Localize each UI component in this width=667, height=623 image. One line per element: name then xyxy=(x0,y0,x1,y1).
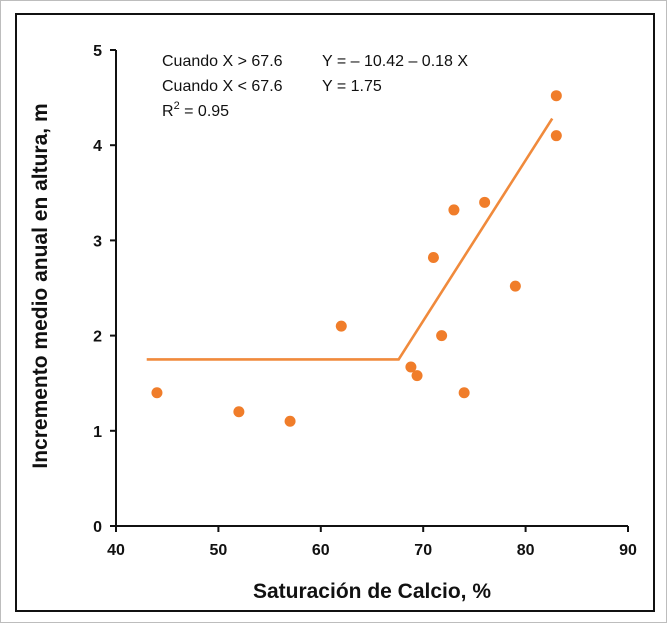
data-point xyxy=(448,204,460,216)
equation-annotations: Cuando X > 67.6 Y = – 10.42 – 0.18 X Cuand… xyxy=(162,53,468,95)
data-point xyxy=(335,320,347,332)
data-point xyxy=(405,361,417,373)
data-point xyxy=(436,330,448,342)
data-point xyxy=(411,370,423,382)
r-squared-label: R2 = 0.95 xyxy=(162,100,229,120)
y-ticks: 0 1 2 3 4 5 xyxy=(93,43,116,536)
x-tick-label: 80 xyxy=(517,542,535,559)
x-tick-label: 50 xyxy=(210,542,228,559)
y-tick-label: 1 xyxy=(93,424,102,441)
annotation-condition: Cuando X < 67.6 xyxy=(162,78,283,95)
x-tick-label: 70 xyxy=(414,542,432,559)
data-point xyxy=(550,90,562,102)
annotation-equation: Y = – 10.42 – 0.18 X xyxy=(322,53,468,70)
x-tick-label: 90 xyxy=(619,542,637,559)
annotation-equation: Y = 1.75 xyxy=(322,78,382,95)
data-point xyxy=(233,406,245,418)
data-point xyxy=(151,387,163,399)
data-point xyxy=(427,252,439,264)
data-point xyxy=(479,196,491,208)
y-tick-label: 5 xyxy=(93,43,102,60)
x-tick-label: 40 xyxy=(107,542,125,559)
data-points xyxy=(151,90,562,427)
x-axis-title: Saturación de Calcio, % xyxy=(253,580,491,603)
annotation-condition: Cuando X > 67.6 xyxy=(162,53,283,70)
y-axis-title: Incremento medio anual en altura, m xyxy=(29,103,52,468)
x-tick-label: 60 xyxy=(312,542,330,559)
chart-panel xyxy=(15,13,655,612)
data-point xyxy=(509,280,521,292)
y-tick-label: 0 xyxy=(93,519,102,536)
data-point xyxy=(284,415,296,427)
y-tick-label: 4 xyxy=(93,138,102,155)
x-ticks: 40 50 60 70 80 90 xyxy=(107,526,637,559)
data-point xyxy=(550,130,562,142)
fit-line xyxy=(146,117,554,361)
axes xyxy=(115,50,628,527)
y-tick-label: 3 xyxy=(93,233,102,250)
y-tick-label: 2 xyxy=(93,329,102,346)
data-point xyxy=(458,387,470,399)
